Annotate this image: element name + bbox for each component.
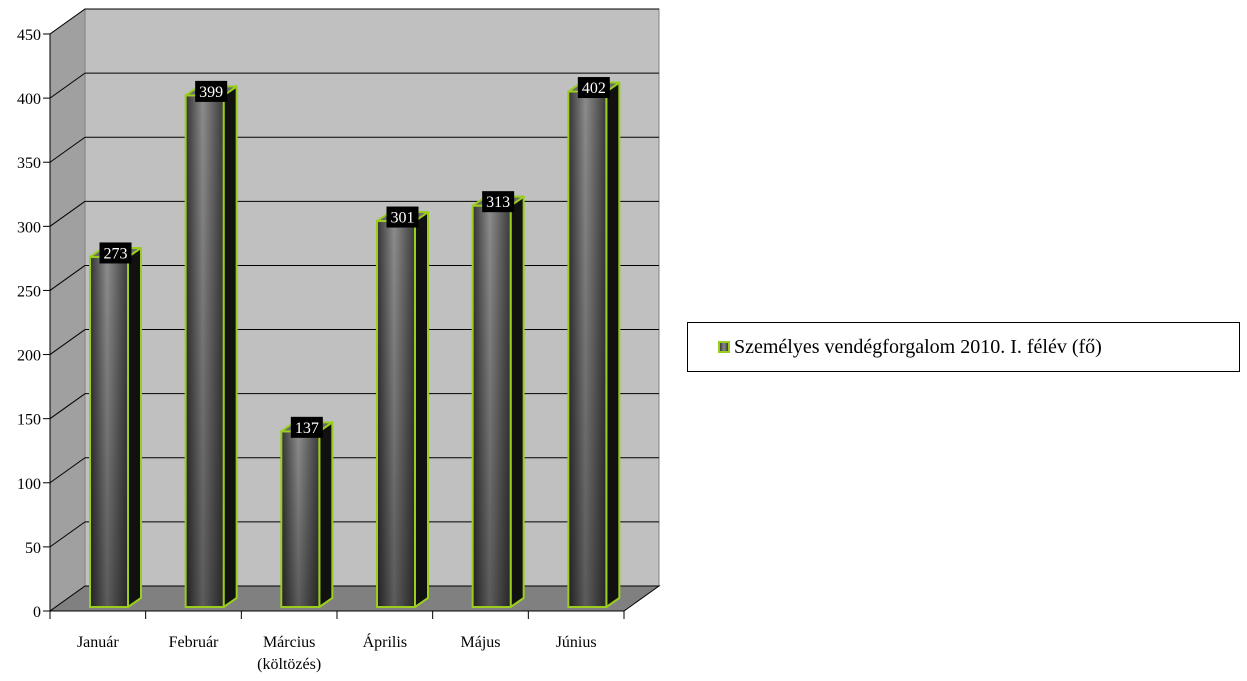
data-label-bg [290,416,323,438]
data-label: 137 [290,416,323,438]
gridline-side [49,72,86,99]
bar-side [605,81,621,608]
x-tick-label: Június [556,634,597,651]
bar-side [127,246,142,608]
data-label-text: 301 [391,210,415,227]
bar-side [318,421,334,608]
y-tick-label: 50 [25,540,41,557]
data-label-text: 313 [486,194,510,211]
plot-area [48,8,661,612]
data-label-bg [386,206,419,228]
bar [471,195,525,608]
x-tick-label: Február [169,634,219,651]
bar-shade [282,432,319,606]
y-tick-label: 100 [17,476,41,493]
gridline-side [49,457,86,484]
bar [89,246,142,608]
data-label-bg [482,191,515,213]
data-label: 273 [99,242,132,264]
data-label: 301 [386,206,419,228]
y-tick-label: 250 [17,283,41,300]
bar [376,211,429,608]
bars [89,81,621,608]
x-tick-label: Január [77,634,119,651]
y-tick-label: 200 [17,348,41,365]
gridline-side [49,329,86,355]
gridline-side [49,393,86,420]
data-label: 399 [195,80,228,102]
gridline-side [49,200,86,227]
bar-side [414,211,429,608]
bar [567,81,621,608]
x-tick-label: Május [461,634,501,651]
bar-shade [186,96,223,606]
x-axis: Január Február Március (költözés) Április Máj… [49,610,625,673]
y-tick-label: 450 [17,27,41,44]
bar-shade [91,257,127,606]
y-tick-label: 350 [17,155,41,172]
data-label-text: 137 [295,420,319,437]
y-tick-label: 150 [17,412,41,429]
bar [280,421,334,608]
bar-shade [473,206,510,607]
data-label: 313 [482,191,515,213]
bar-shade [378,222,414,606]
legend: Személyes vendégforgalom 2010. I. félév … [687,322,1240,372]
gridline-side [49,521,86,548]
legend-label: Személyes vendégforgalom 2010. I. félév … [734,335,1102,358]
bar-shade [569,92,606,606]
bar-side [509,195,525,608]
x-tick-label: Március (költözés) [257,634,321,673]
x-tick-label: Április [363,632,407,651]
data-label: 402 [577,77,610,99]
data-label-text: 273 [104,245,128,262]
y-axis: 0 50 100 150 200 250 300 350 400 450 [17,27,51,621]
bar [184,85,238,608]
bar-side [222,85,238,608]
data-label-bg [99,242,132,264]
y-tick-label: 400 [17,91,41,108]
data-label-text: 399 [199,84,223,101]
gridline-side [49,136,86,163]
side-wall [49,8,86,612]
y-tick-label: 300 [17,219,41,236]
y-tick-label: 0 [33,604,41,621]
gridline-side [49,8,86,35]
gridline-side [49,265,86,291]
data-label-bg [577,77,610,99]
legend-swatch [718,341,730,353]
data-labels: 273 399 137 301 313 402 [99,77,610,438]
back-wall [84,8,660,587]
data-label-text: 402 [582,80,606,97]
data-label-bg [195,80,228,102]
